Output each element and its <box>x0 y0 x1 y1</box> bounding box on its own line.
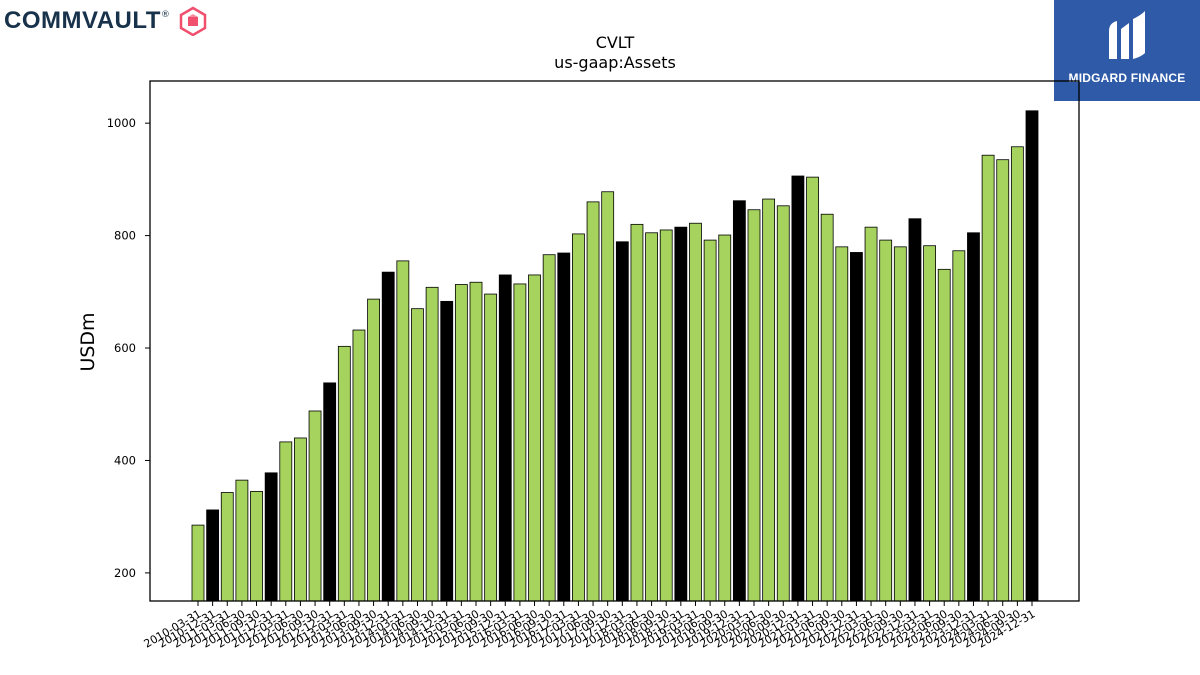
plot-frame <box>149 80 1080 602</box>
bar-2014-03-31 <box>396 260 410 602</box>
bar-2021-03-31 <box>806 176 819 602</box>
bar-2010-03-31 <box>191 524 205 602</box>
midgard-logo-icon <box>1109 11 1145 59</box>
bar-2018-03-31 <box>630 223 644 602</box>
bar-2015-09-30 <box>484 293 498 602</box>
bar-2015-06-30 <box>469 281 483 602</box>
bar-2017-12-31 <box>615 241 629 602</box>
commvault-logo: COMMVAULT ® <box>4 4 208 38</box>
bar-2022-09-30 <box>893 246 907 602</box>
bar-2011-06-30 <box>235 479 249 602</box>
bar-2022-12-31 <box>908 218 922 602</box>
chart-title: CVLT <box>596 33 635 52</box>
bar-2019-06-30 <box>703 239 717 602</box>
trademark-mark: ® <box>160 10 170 20</box>
bar-2021-06-30 <box>820 213 834 602</box>
bar-2017-03-31 <box>572 233 585 602</box>
badge-name: MIDGARD FINANCE <box>1068 71 1186 85</box>
bar-2014-06-30 <box>411 308 424 602</box>
bar-2020-06-30 <box>762 198 776 602</box>
chart-subtitle: us-gaap:Assets <box>554 53 676 72</box>
bar-2017-06-30 <box>586 201 600 602</box>
bar-2011-03-31 <box>220 492 234 602</box>
bar-2022-03-31 <box>864 226 878 602</box>
bar-2016-03-31 <box>513 283 527 602</box>
bar-2013-12-31 <box>381 271 395 602</box>
bars-group <box>191 110 1039 602</box>
y-tick-label-1000: 1000 <box>107 116 136 130</box>
bar-2018-12-31 <box>674 226 688 602</box>
bar-2018-09-30 <box>659 229 673 602</box>
bar-2010-12-31 <box>206 509 220 602</box>
y-tick-label-400: 400 <box>114 453 136 467</box>
bar-2023-09-30 <box>952 250 966 602</box>
bar-2019-09-30 <box>718 234 732 602</box>
y-axis-label: USDm <box>77 312 99 371</box>
bar-2013-06-30 <box>352 329 366 602</box>
bar-2020-03-31 <box>747 209 761 602</box>
brand-name: COMMVAULT <box>4 7 161 34</box>
bar-2021-12-31 <box>850 252 863 602</box>
bar-2011-12-31 <box>264 472 278 602</box>
bar-2014-09-30 <box>425 286 439 602</box>
midgard-finance-badge: MIDGARD FINANCE <box>1054 0 1200 101</box>
bar-2015-03-31 <box>454 284 468 602</box>
bar-2013-09-30 <box>367 298 380 602</box>
y-tick-label-600: 600 <box>114 341 136 355</box>
bar-2024-09-30 <box>1010 146 1024 602</box>
bar-2024-03-31 <box>981 154 995 602</box>
bar-2024-06-30 <box>996 159 1010 602</box>
y-axis: 200 400 600 800 1000 <box>107 116 150 580</box>
bar-2023-06-30 <box>937 268 951 602</box>
bar-2016-12-31 <box>557 252 571 602</box>
bar-2011-09-30 <box>250 490 263 602</box>
bar-2019-03-31 <box>689 222 702 602</box>
bar-2012-12-31 <box>323 382 337 602</box>
x-axis: 2010-03-312010-12-312011-03-312011-06-30… <box>142 601 1038 651</box>
bar-2020-09-30 <box>776 205 790 602</box>
bar-2022-06-30 <box>879 239 893 602</box>
bar-2016-06-30 <box>528 274 541 602</box>
bar-2023-03-31 <box>923 245 936 602</box>
bar-2016-09-30 <box>542 254 556 602</box>
bar-2023-12-31 <box>967 232 980 602</box>
bar-2012-09-30 <box>308 410 322 602</box>
bar-2017-09-30 <box>601 191 615 602</box>
bar-2015-12-31 <box>498 274 512 602</box>
bar-2018-06-30 <box>645 232 658 602</box>
bar-2021-09-30 <box>835 246 849 602</box>
bar-2024-12-31 <box>1025 110 1039 602</box>
y-tick-label-200: 200 <box>114 566 136 580</box>
bar-2012-03-31 <box>279 441 293 602</box>
bar-2019-12-31 <box>732 200 746 602</box>
bar-2020-12-31 <box>791 175 805 602</box>
bar-2014-12-31 <box>440 300 454 602</box>
bar-2012-06-30 <box>294 437 307 602</box>
bar-2013-03-31 <box>337 345 351 602</box>
cube-logo-icon <box>179 6 207 36</box>
y-tick-label-800: 800 <box>114 229 136 243</box>
